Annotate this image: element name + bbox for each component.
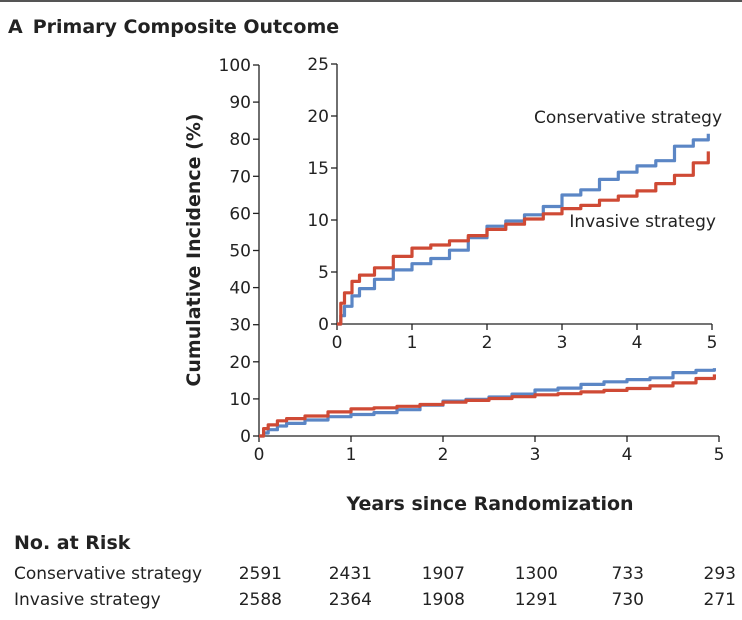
risk-cell: 1291 [514, 590, 558, 610]
legend-invasive: Invasive strategy [569, 212, 716, 232]
risk-row-label: Invasive strategy [14, 590, 161, 610]
top-rule [0, 0, 742, 2]
risk-cell: 2591 [238, 564, 282, 584]
main-y-tick-label: 100 [219, 56, 251, 76]
inset-y-tick-label: 20 [307, 107, 329, 127]
main-x-tick-label: 4 [622, 445, 633, 465]
main-y-tick-label: 50 [229, 242, 251, 262]
inset-x-tick-label: 4 [632, 333, 643, 353]
risk-table-title: No. at Risk [14, 532, 131, 554]
inset-x-tick-label: 1 [407, 333, 418, 353]
inset-x-tick-label: 2 [482, 333, 493, 353]
main-y-tick-label: 10 [229, 390, 251, 410]
main-y-tick-label: 70 [229, 167, 251, 187]
risk-cell: 2588 [238, 590, 282, 610]
y-axis-label: Cumulative Incidence (%) [183, 113, 205, 386]
main-y-tick-label: 60 [229, 204, 251, 224]
risk-cell: 1907 [421, 564, 465, 584]
risk-cell: 293 [703, 564, 736, 584]
inset-series-invasive [337, 151, 710, 326]
main-lines [259, 368, 716, 438]
main-series-invasive [259, 374, 716, 438]
inset-x-tick-label: 5 [707, 333, 718, 353]
inset-y-tick-label: 10 [307, 211, 329, 231]
inset-y-tick-label: 0 [318, 315, 329, 335]
risk-row-invasive: Invasive strategy 2588 2364 1908 1291 73… [14, 590, 742, 614]
main-y-tick-label: 80 [229, 130, 251, 150]
risk-cell: 2431 [328, 564, 372, 584]
inset-y-tick-label: 15 [307, 159, 329, 179]
main-y-tick-label: 40 [229, 279, 251, 299]
main-x-tick-label: 2 [438, 445, 449, 465]
inset-x-tick-label: 3 [557, 333, 568, 353]
main-series-conservative [259, 368, 716, 438]
inset-y-tick-label: 25 [307, 55, 329, 75]
risk-row-conservative: Conservative strategy 2591 2431 1907 130… [14, 564, 742, 588]
main-x-tick-label: 3 [530, 445, 541, 465]
panel-letter: A [8, 16, 23, 38]
risk-cell: 1300 [514, 564, 558, 584]
main-x-tick-label: 1 [346, 445, 357, 465]
risk-cell: 733 [611, 564, 644, 584]
legend-conservative: Conservative strategy [534, 108, 722, 128]
main-x-tick-label: 5 [714, 445, 725, 465]
inset-axes: 0 5 10 15 20 25 0 1 2 3 4 5 [307, 55, 717, 353]
inset-y-tick-label: 5 [318, 263, 329, 283]
inset-lines [337, 133, 710, 326]
main-y-tick-label: 90 [229, 93, 251, 113]
risk-cell: 730 [611, 590, 644, 610]
risk-row-label: Conservative strategy [14, 564, 203, 584]
inset-x-tick-label: 0 [332, 333, 343, 353]
risk-cell: 271 [703, 590, 736, 610]
main-y-tick-label: 0 [240, 427, 251, 447]
risk-cell: 2364 [328, 590, 372, 610]
panel-title-text: Primary Composite Outcome [32, 16, 340, 38]
main-x-tick-label: 0 [254, 445, 265, 465]
panel-title: A Primary Composite Outcome [8, 16, 339, 38]
main-y-tick-label: 30 [229, 316, 251, 336]
main-y-tick-label: 20 [229, 353, 251, 373]
risk-cell: 1908 [421, 590, 465, 610]
x-axis-label: Years since Randomization [345, 493, 633, 515]
